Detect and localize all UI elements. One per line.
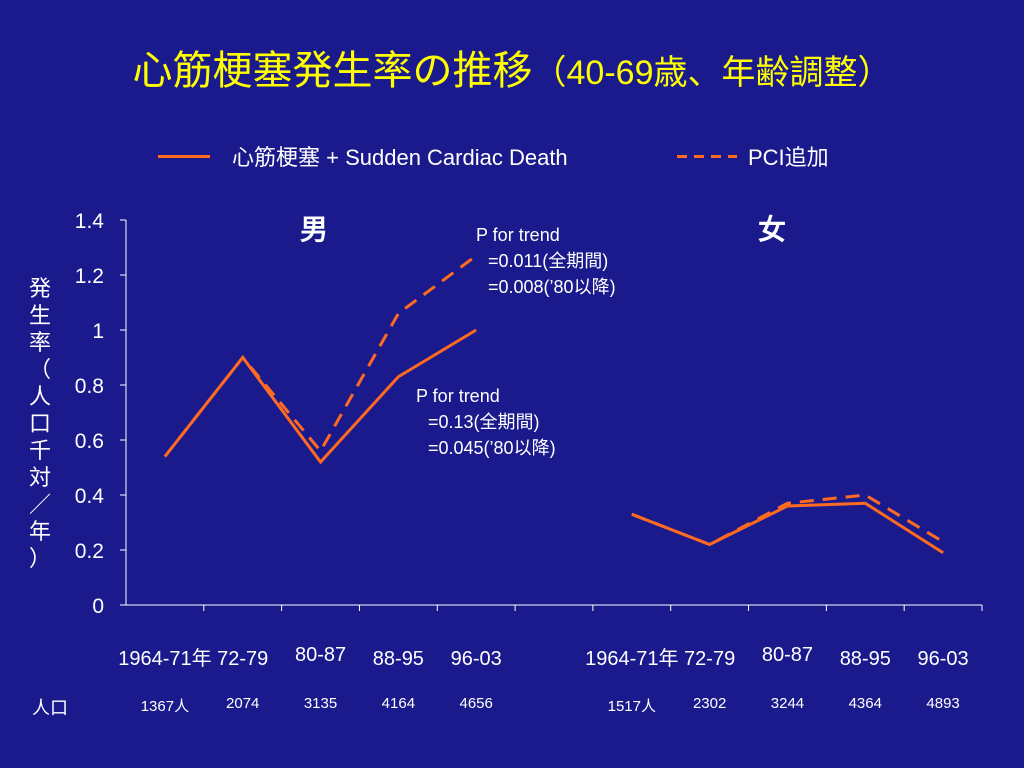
slide-title: 心筋梗塞発生率の推移（40-69歳、年齢調整） [0,38,1024,96]
y-axis-label-char: 率 [28,331,51,356]
y-tick-label: 1 [92,320,104,343]
title-main: 心筋梗塞発生率の推移 [132,48,533,94]
x-tick-label: 72-79 [217,648,268,670]
annotation-men: P for trend =0.011(全期間) =0.008(’80以降) [476,222,616,300]
x-tick-label: 72-79 [684,648,735,670]
x-tick-label: 88-95 [373,648,424,670]
y-tick-label: 0.8 [75,375,104,398]
series-line-pci [631,493,944,547]
series-line-pci [163,254,478,458]
x-tick-label: 96-03 [918,648,969,670]
x-tick-label: 1964-71年 [118,647,211,670]
x-tick-label: 80-87 [295,644,346,666]
y-tick-label: 0 [92,595,104,618]
population-value: 3135 [303,695,338,712]
y-axis-label: 発生率（人口千対／年） [26,276,54,573]
y-axis-label-char: ／ [28,493,51,518]
population-value: 2074 [226,695,260,712]
annotation-women-line3: =0.045(’80以降) [428,438,556,458]
population-label: 人口 [32,698,68,718]
population-value: 4656 [459,695,493,712]
x-tick-label: 96-03 [451,648,502,670]
panel-label-women: 女 [758,213,787,246]
legend-solid-swatch [158,155,210,158]
y-axis-label-char: 口 [28,412,51,437]
panel-label-men: 男 [300,213,329,246]
y-axis-label-char: 発 [28,277,51,302]
y-axis-label-char: 年 [28,520,51,545]
population-value: 4164 [381,695,416,712]
population-value: 3244 [770,695,805,712]
population-value: 4893 [926,695,960,712]
legend-dash-label: PCI追加 [748,145,829,170]
y-tick-label: 0.6 [75,430,104,453]
annotation-women-line1: P for trend [416,386,500,406]
population-value: 1517人 [607,698,656,715]
y-axis-label-char: 人 [28,385,51,410]
population-value: 4364 [848,695,882,712]
y-axis-label-char: 千 [28,439,51,464]
y-tick-label: 0.2 [75,540,104,563]
legend-dash-swatch [677,155,737,158]
y-tick-label: 0.4 [75,485,105,508]
legend-solid-label: 心筋梗塞 + Sudden Cardiac Death [232,145,568,170]
y-axis-label-char: 対 [28,466,51,491]
x-tick-label: 88-95 [840,648,891,670]
y-tick-label: 1.2 [75,265,104,288]
title-sub: （40-69歳、年齢調整） [532,54,892,92]
population-value: 1367人 [140,698,190,715]
annotation-men-line1: P for trend [476,225,560,245]
annotation-women-line2: =0.13(全期間) [428,412,540,432]
population-value: 2302 [692,695,727,712]
x-tick-label: 1964-71年 [585,647,678,670]
y-axis-label-char: （ [28,358,51,383]
y-axis-label-char: 生 [28,304,51,329]
x-tick-label: 80-87 [762,644,813,666]
annotation-men-line2: =0.011(全期間) [488,251,609,271]
series-line-mi-scd [631,501,944,555]
y-axis-label-char: ） [28,547,51,572]
annotation-women: P for trend =0.13(全期間) =0.045(’80以降) [416,383,556,461]
y-tick-label: 1.4 [75,210,105,233]
annotation-men-line3: =0.008(’80以降) [488,277,616,297]
